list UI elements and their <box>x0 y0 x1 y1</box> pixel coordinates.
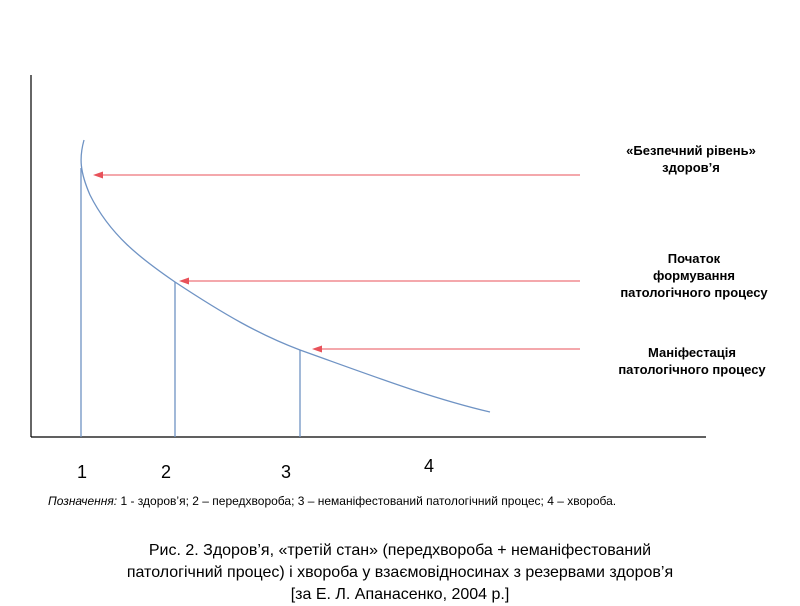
caption-line-3: [за Е. Л. Апанасенко, 2004 р.] <box>290 586 510 603</box>
label-safe-level: «Безпечний рівень» здоров’я <box>596 142 786 176</box>
arrow-manifestation <box>312 345 580 353</box>
label-safe-level-line1: «Безпечний рівень» <box>626 143 756 158</box>
label-onset-line3: патологічного процесу <box>620 285 768 300</box>
axis-number-2: 2 <box>161 462 172 482</box>
label-onset-line1: Початок <box>667 251 721 266</box>
axis-number-1: 1 <box>77 462 88 482</box>
arrow-onset <box>179 277 580 285</box>
label-safe-level-line2: здоров’я <box>662 160 720 175</box>
figure-caption: Рис. 2. Здоров’я, «третій стан» (передхв… <box>0 540 800 606</box>
legend: Позначення: 1 - здоров’я; 2 – передхворо… <box>8 492 794 511</box>
legend-key: Позначення: <box>48 494 118 508</box>
caption-line-2: патологічний процес) і хвороба у взаємов… <box>126 564 674 581</box>
caption-line-1: Рис. 2. Здоров’я, «третій стан» (передхв… <box>148 542 652 559</box>
health-curve <box>80 139 491 413</box>
label-manifestation: Маніфестація патологічного процесу <box>594 344 790 378</box>
label-onset: Початок формування патологічного процесу <box>596 250 792 301</box>
label-manifestation-line1: Маніфестація <box>648 345 736 360</box>
label-manifestation-line2: патологічного процесу <box>618 362 766 377</box>
axis-number-4: 4 <box>424 456 435 476</box>
axis-number-3: 3 <box>281 462 292 482</box>
label-onset-line2: формування <box>653 268 735 283</box>
legend-text: 1 - здоров’я; 2 – передхвороба; 3 – нема… <box>117 494 617 508</box>
arrow-safe-level <box>93 171 580 179</box>
